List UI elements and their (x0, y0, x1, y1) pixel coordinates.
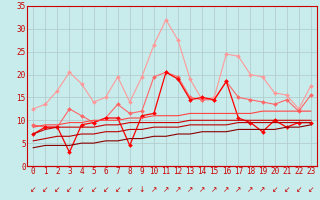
Text: ↗: ↗ (223, 185, 229, 194)
Text: ↙: ↙ (295, 185, 302, 194)
Text: ↗: ↗ (187, 185, 193, 194)
Text: ↗: ↗ (211, 185, 217, 194)
Text: ↙: ↙ (308, 185, 314, 194)
Text: ↙: ↙ (42, 185, 49, 194)
Text: ↗: ↗ (247, 185, 254, 194)
Text: ↗: ↗ (235, 185, 242, 194)
Text: ↙: ↙ (66, 185, 73, 194)
Text: ↙: ↙ (115, 185, 121, 194)
Text: ↗: ↗ (199, 185, 205, 194)
Text: ↙: ↙ (271, 185, 278, 194)
Text: ↙: ↙ (102, 185, 109, 194)
Text: ↙: ↙ (127, 185, 133, 194)
Text: ↗: ↗ (151, 185, 157, 194)
Text: ↙: ↙ (78, 185, 85, 194)
Text: ↙: ↙ (30, 185, 36, 194)
Text: ↗: ↗ (175, 185, 181, 194)
Text: ↙: ↙ (54, 185, 60, 194)
Text: ↙: ↙ (90, 185, 97, 194)
Text: ↓: ↓ (139, 185, 145, 194)
Text: ↗: ↗ (259, 185, 266, 194)
Text: ↗: ↗ (163, 185, 169, 194)
Text: ↙: ↙ (284, 185, 290, 194)
